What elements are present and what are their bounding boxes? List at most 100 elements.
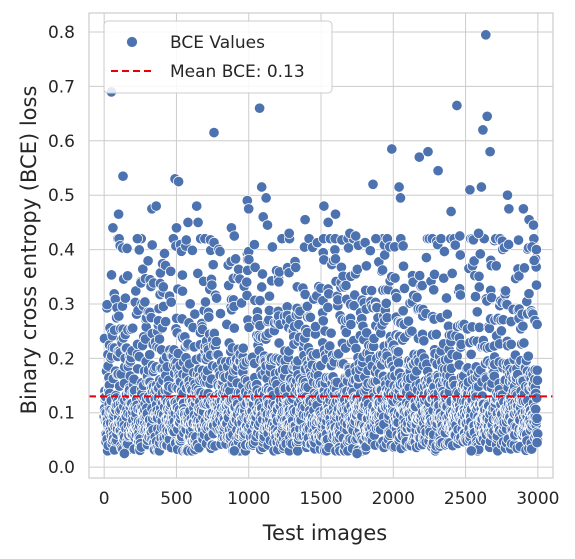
data-point (429, 285, 439, 295)
data-point (267, 242, 277, 252)
data-point (421, 252, 431, 262)
data-point (531, 244, 541, 254)
data-point (393, 358, 403, 368)
data-point (431, 329, 441, 339)
data-point (403, 316, 413, 326)
data-point (387, 144, 397, 154)
data-point (343, 243, 353, 253)
data-point (323, 302, 333, 312)
data-point (166, 266, 176, 276)
data-point (291, 262, 301, 272)
data-point (452, 100, 462, 110)
data-point (466, 446, 476, 456)
data-point (318, 316, 328, 326)
x-tick-label: 2500 (444, 489, 487, 509)
data-point (433, 166, 443, 176)
data-point (361, 261, 371, 271)
data-point (429, 269, 439, 279)
data-point (351, 231, 361, 241)
data-point (108, 223, 118, 233)
legend: BCE Values Mean BCE: 0.13 (104, 21, 332, 93)
data-point (154, 334, 164, 344)
data-point (472, 307, 482, 317)
data-point (447, 268, 457, 278)
data-point (474, 271, 484, 281)
data-point (300, 215, 310, 225)
data-point (529, 255, 539, 265)
data-point (106, 270, 116, 280)
data-point (255, 295, 265, 305)
y-tick-label: 0.8 (48, 23, 75, 43)
data-point (519, 338, 529, 348)
data-point (532, 365, 542, 375)
data-point (183, 217, 193, 227)
data-point (476, 182, 486, 192)
data-point (415, 270, 425, 280)
x-tick-label: 0 (99, 489, 110, 509)
y-tick-label: 0.0 (48, 458, 75, 478)
data-point (177, 286, 187, 296)
data-point (366, 285, 376, 295)
data-point (114, 311, 124, 321)
data-point (177, 270, 187, 280)
data-point (325, 341, 335, 351)
data-point (455, 290, 465, 300)
data-point (193, 217, 203, 227)
y-tick-labels: 0.0 0.1 0.2 0.3 0.4 0.5 0.6 0.7 0.8 (48, 23, 75, 478)
data-point (229, 231, 239, 241)
data-point (244, 204, 254, 214)
data-point (262, 220, 272, 230)
data-point (412, 292, 422, 302)
data-point (173, 176, 183, 186)
data-point (261, 193, 271, 203)
data-point (207, 280, 217, 290)
data-point (242, 277, 252, 287)
data-point (192, 201, 202, 211)
data-point (229, 446, 239, 456)
data-point (478, 125, 488, 135)
data-point (532, 413, 542, 423)
data-point (518, 321, 528, 331)
data-point (504, 204, 514, 214)
data-point (215, 308, 225, 318)
data-point (319, 201, 329, 211)
data-point (513, 235, 523, 245)
data-point (473, 228, 483, 238)
data-point (284, 228, 294, 238)
data-point (351, 343, 361, 353)
data-point (482, 111, 492, 121)
data-point (254, 103, 264, 113)
data-point (249, 239, 259, 249)
data-point (257, 182, 267, 192)
data-point (120, 293, 130, 303)
data-point (519, 263, 529, 273)
data-point (118, 171, 128, 181)
data-point (381, 298, 391, 308)
legend-marker-icon (127, 37, 138, 48)
data-point (128, 323, 138, 333)
data-point (204, 312, 214, 322)
data-point (377, 265, 387, 275)
data-point (171, 223, 181, 233)
data-point (532, 319, 542, 329)
data-point (209, 127, 219, 137)
data-point (481, 30, 491, 40)
data-point (398, 261, 408, 271)
data-point (326, 328, 336, 338)
data-point (500, 286, 510, 296)
data-point (466, 349, 476, 359)
data-point (518, 204, 528, 214)
data-point (330, 209, 340, 219)
data-point (390, 273, 400, 283)
data-point (531, 280, 541, 290)
legend-label-bce-values: BCE Values (170, 33, 265, 53)
data-point (160, 317, 170, 327)
data-point (532, 393, 542, 403)
x-axis-label: Test images (262, 521, 387, 545)
data-point (465, 185, 475, 195)
data-point (346, 319, 356, 329)
data-point (436, 234, 446, 244)
data-point (523, 351, 533, 361)
data-point (352, 448, 362, 458)
